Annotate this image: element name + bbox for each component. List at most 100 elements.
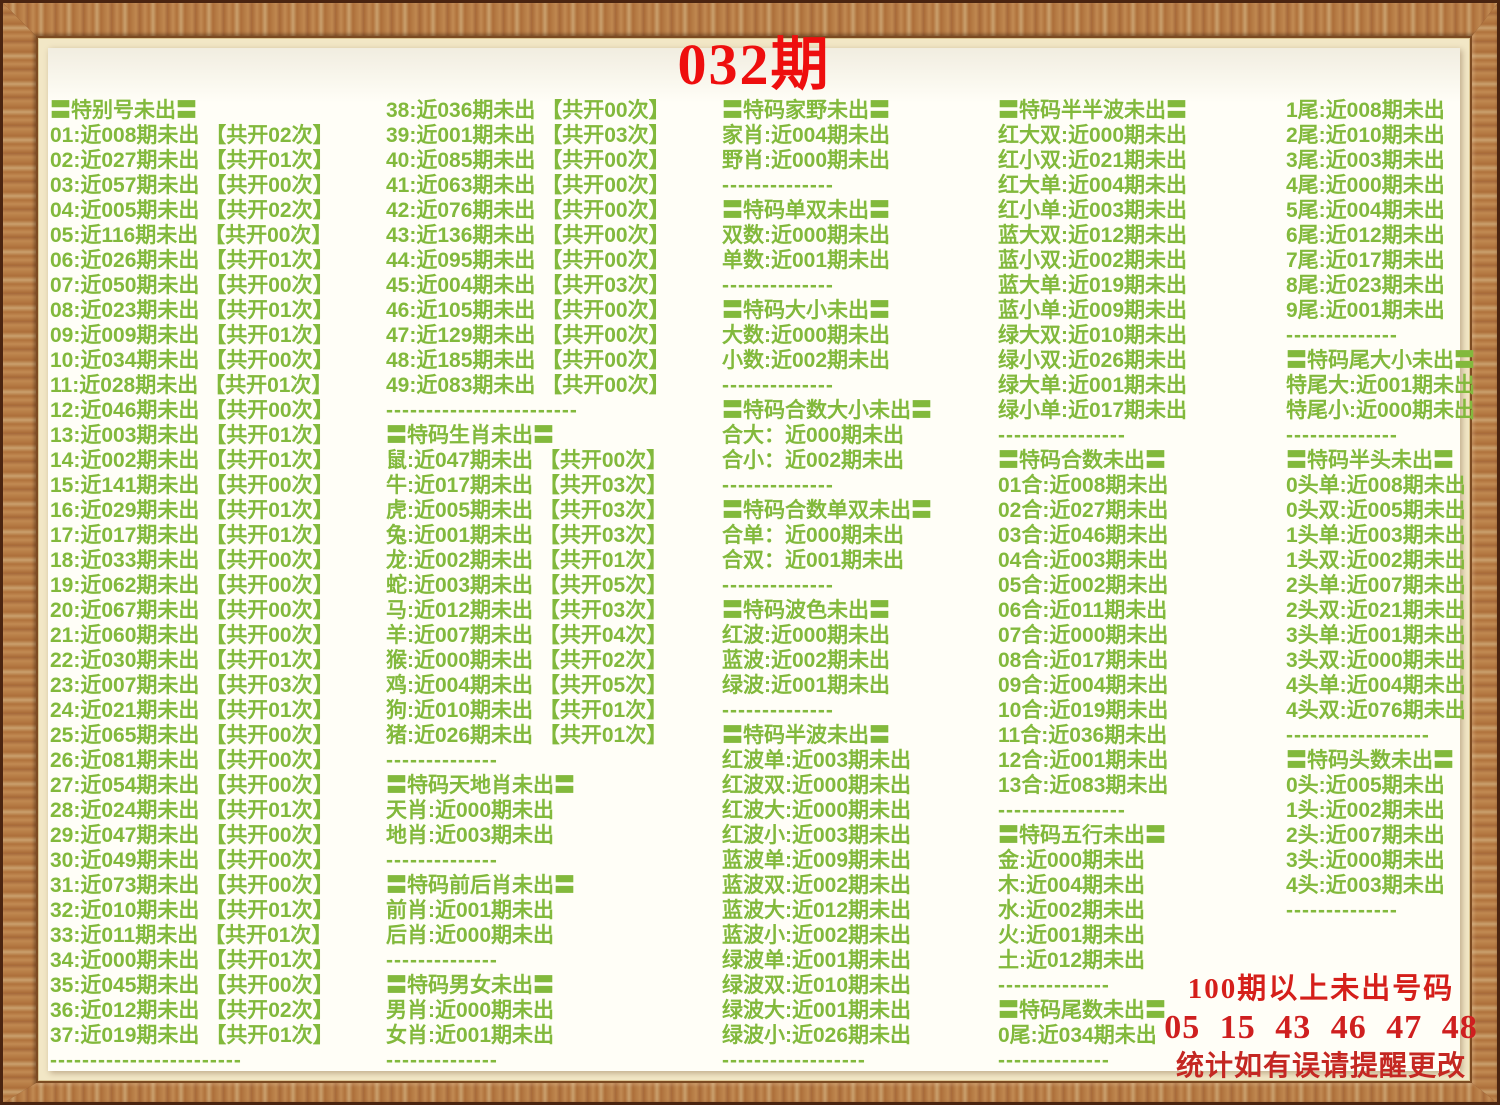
stat-line: 兔:近001期未出 【共开03次】 (386, 524, 668, 547)
footer-note-line3: 统计如有误请提醒更改 (1175, 1051, 1466, 1082)
divider: -------------- (1286, 324, 1398, 347)
divider: -------------- (722, 574, 834, 597)
stat-line: 03合:近046期未出 (998, 524, 1169, 547)
section-header: 〓特码单双未出〓 (722, 199, 890, 222)
stat-line: 37:近019期未出 【共开01次】 (50, 1024, 334, 1047)
stat-line: 家肖:近004期未出 (722, 124, 891, 147)
stat-line: 10合:近019期未出 (998, 699, 1169, 722)
stat-line: 02:近027期未出 【共开01次】 (50, 149, 334, 172)
stat-line: 13合:近083期未出 (998, 774, 1169, 797)
stat-line: 合单：近000期未出 (722, 524, 905, 547)
stat-line: 31:近073期未出 【共开00次】 (50, 874, 334, 897)
stat-line: 后肖:近000期未出 (386, 924, 555, 947)
stat-line: 3头单:近001期未出 (1286, 624, 1466, 647)
column-4: 〓特码半半波未出〓 红大双:近000期未出 红小双:近021期未出 红大单:近004期… (998, 98, 1187, 1073)
stat-line: 43:近136期未出 【共开00次】 (386, 224, 670, 247)
stat-line: 绿小双:近026期未出 (998, 349, 1188, 372)
stat-line: 17:近017期未出 【共开01次】 (50, 524, 334, 547)
stat-line: 红波小:近003期未出 (722, 824, 912, 847)
divider: ---------------- (998, 799, 1126, 822)
stat-line: 4尾:近000期未出 (1286, 174, 1445, 197)
stat-line: 鼠:近047期未出 【共开00次】 (386, 449, 668, 472)
divider: -------------- (1286, 899, 1398, 922)
stat-line: 10:近034期未出 【共开00次】 (50, 349, 334, 372)
stat-line: 绿大双:近010期未出 (998, 324, 1188, 347)
stat-line: 46:近105期未出 【共开00次】 (386, 299, 670, 322)
section-header: 〓特码合数单双未出〓 (722, 499, 932, 522)
stat-line: 天肖:近000期未出 (386, 799, 555, 822)
section-header: 〓特码大小未出〓 (722, 299, 890, 322)
stat-line: 02合:近027期未出 (998, 499, 1169, 522)
stat-line: 木:近004期未出 (998, 874, 1146, 897)
stat-line: 3头双:近000期未出 (1286, 649, 1466, 672)
stat-line: 2头:近007期未出 (1286, 824, 1445, 847)
stat-line: 特尾小:近000期未出 (1286, 399, 1476, 422)
stat-line: 蓝波小:近002期未出 (722, 924, 912, 947)
section-header: 〓特码尾大小未出〓 (1286, 349, 1475, 372)
frame-left (0, 0, 36, 1105)
stat-line: 蓝波:近002期未出 (722, 649, 891, 672)
stat-line: 男肖:近000期未出 (386, 999, 555, 1022)
stat-line: 3头:近000期未出 (1286, 849, 1445, 872)
stat-line: 06合:近011期未出 (998, 599, 1168, 622)
stat-line: 07合:近000期未出 (998, 624, 1169, 647)
stat-line: 14:近002期未出 【共开01次】 (50, 449, 334, 472)
stat-line: 羊:近007期未出 【共开04次】 (386, 624, 668, 647)
stat-line: 27:近054期未出 【共开00次】 (50, 774, 334, 797)
divider: -------------- (386, 849, 498, 872)
stat-line: 虎:近005期未出 【共开03次】 (386, 499, 668, 522)
stat-line: 1尾:近008期未出 (1286, 99, 1445, 122)
stat-line: 火:近001期未出 (998, 924, 1146, 947)
stat-line: 29:近047期未出 【共开00次】 (50, 824, 334, 847)
stat-line: 绿波大:近001期未出 (722, 999, 912, 1022)
stat-line: 2头单:近007期未出 (1286, 574, 1466, 597)
stat-line: 08合:近017期未出 (998, 649, 1169, 672)
stat-line: 16:近029期未出 【共开01次】 (50, 499, 334, 522)
board-content: 032期 〓特别号未出〓 01:近008期未出 【共开02次】 02:近027期未出… (48, 32, 1477, 1082)
column-1: 〓特别号未出〓 01:近008期未出 【共开02次】 02:近027期未出 【共开0… (50, 98, 334, 1073)
section-header: 〓特码男女未出〓 (386, 974, 554, 997)
stat-line: 蓝大双:近012期未出 (998, 224, 1188, 247)
divider: -------------- (386, 949, 498, 972)
stat-line: 4头:近003期未出 (1286, 874, 1445, 897)
divider: -------------- (722, 174, 834, 197)
divider: ---------------- (998, 424, 1126, 447)
stat-line: 绿小单:近017期未出 (998, 399, 1188, 422)
column-2: 38:近036期未出 【共开00次】 39:近001期未出 【共开03次】 40:近… (386, 98, 670, 1073)
stat-line: 鸡:近004期未出 【共开05次】 (386, 674, 668, 697)
stat-line: 绿波:近001期未出 (722, 674, 891, 697)
stat-line: 金:近000期未出 (998, 849, 1146, 872)
stat-line: 9尾:近001期未出 (1286, 299, 1445, 322)
stat-line: 绿波单:近001期未出 (722, 949, 912, 972)
stat-line: 双数:近000期未出 (722, 224, 891, 247)
stat-line: 40:近085期未出 【共开00次】 (386, 149, 670, 172)
stat-line: 48:近185期未出 【共开00次】 (386, 349, 670, 372)
stat-line: 42:近076期未出 【共开00次】 (386, 199, 670, 222)
stat-line: 0头:近005期未出 (1286, 774, 1445, 797)
section-header: 〓特别号未出〓 (50, 99, 197, 122)
section-header: 〓特码半半波未出〓 (998, 99, 1187, 122)
stat-line: 红波单:近003期未出 (722, 749, 912, 772)
section-header: 〓特码头数未出〓 (1286, 749, 1454, 772)
stat-line: 07:近050期未出 【共开00次】 (50, 274, 334, 297)
stat-line: 18:近033期未出 【共开00次】 (50, 549, 334, 572)
stat-line: 大数:近000期未出 (722, 324, 891, 347)
stat-line: 06:近026期未出 【共开01次】 (50, 249, 334, 272)
section-header: 〓特码五行未出〓 (998, 824, 1166, 847)
frame-bottom (0, 1083, 1500, 1105)
stat-line: 41:近063期未出 【共开00次】 (386, 174, 670, 197)
stat-line: 红波:近000期未出 (722, 624, 891, 647)
stat-line: 05合:近002期未出 (998, 574, 1169, 597)
stat-line: 49:近083期未出 【共开00次】 (386, 374, 670, 397)
stat-line: 12合:近001期未出 (998, 749, 1169, 772)
stat-line: 38:近036期未出 【共开00次】 (386, 99, 670, 122)
stat-line: 红大单:近004期未出 (998, 174, 1188, 197)
divider: -------------- (998, 1049, 1110, 1072)
stat-line: 7尾:近017期未出 (1286, 249, 1445, 272)
divider: ------------------------ (50, 1049, 242, 1072)
stat-line: 蓝波大:近012期未出 (722, 899, 912, 922)
stat-line: 12:近046期未出 【共开00次】 (50, 399, 334, 422)
stat-line: 猪:近026期未出 【共开01次】 (386, 724, 668, 747)
stat-line: 36:近012期未出 【共开02次】 (50, 999, 334, 1022)
stat-line: 小数:近002期未出 (722, 349, 891, 372)
